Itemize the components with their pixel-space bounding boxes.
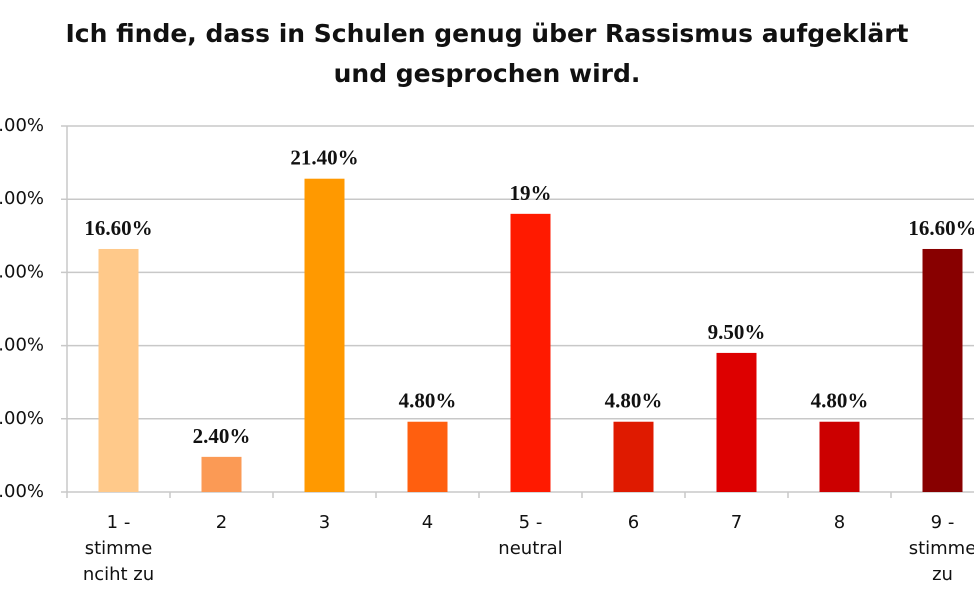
x-tick-label: 9 - stimme zu (908, 512, 974, 585)
chart-title: Ich finde, dass in Schulen genug über Ra… (65, 19, 909, 88)
value-label: 4.80% (399, 389, 457, 413)
value-label: 4.80% (811, 389, 869, 413)
bar (98, 248, 139, 492)
value-label: 2.40% (193, 424, 251, 448)
bar (304, 178, 345, 493)
x-tick-label: 5 - neutral (498, 512, 563, 559)
x-tick-label: 3 (318, 512, 331, 533)
bar (613, 421, 654, 492)
value-label: 16.60% (84, 216, 152, 240)
bar (716, 352, 757, 492)
value-label: 21.40% (290, 146, 358, 170)
y-tick-label: 10.00% (0, 335, 44, 356)
bar (407, 421, 448, 492)
x-tick-label: 1 - stimme nciht zu (82, 512, 155, 585)
value-label: 9.50% (708, 320, 766, 344)
value-label: 16.60% (908, 216, 974, 240)
bar (922, 248, 963, 492)
bar (201, 456, 242, 492)
y-tick-label: 0.00% (0, 481, 44, 502)
bar (510, 213, 551, 492)
x-tick-label: 7 (730, 512, 743, 533)
value-label: 19% (510, 181, 552, 205)
x-tick-label: 2 (215, 512, 228, 533)
x-tick-label: 6 (627, 512, 640, 533)
bar (819, 421, 860, 492)
y-tick-label: 5.00% (0, 408, 44, 429)
x-tick-label: 8 (833, 512, 846, 533)
x-tick-label: 4 (421, 512, 434, 533)
y-tick-label: 25.00% (0, 115, 44, 136)
value-label: 4.80% (605, 389, 663, 413)
y-tick-label: 15.00% (0, 261, 44, 282)
y-tick-label: 20.00% (0, 188, 44, 209)
